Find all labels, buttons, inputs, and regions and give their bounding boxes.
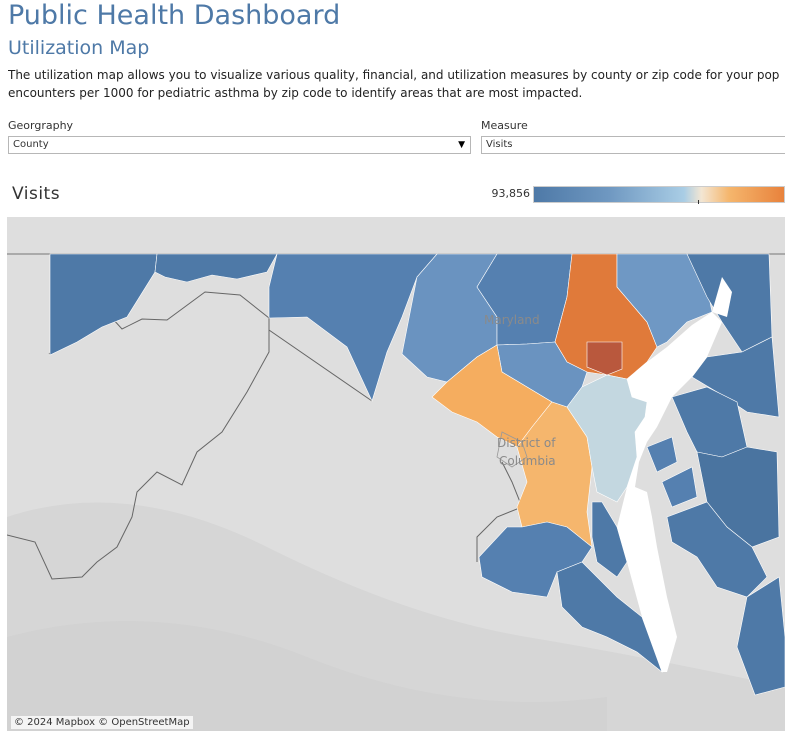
map-label-maryland: Maryland [484, 313, 540, 327]
utilization-map[interactable]: Maryland District of Columbia © 2024 Map… [7, 217, 785, 731]
sheet-title: Visits [12, 184, 61, 204]
legend-min-value: 93,856 [491, 187, 531, 200]
description-line-2: encounters per 1000 for pediatric asthma… [8, 86, 583, 100]
dropdown-arrow-icon: ▼ [458, 140, 465, 150]
county-region[interactable] [586, 341, 623, 376]
measure-filter-label: Measure [481, 119, 528, 132]
county-region[interactable] [478, 521, 593, 598]
dashboard-title: Public Health Dashboard [8, 0, 341, 31]
geography-selected-value: County [13, 139, 49, 150]
county-region[interactable] [591, 501, 628, 578]
terrain-shading [7, 621, 607, 731]
dc-boundary [496, 431, 528, 468]
map-label-district-of: District of [497, 436, 556, 450]
water-body [617, 312, 722, 672]
measure-dropdown[interactable]: Visits [481, 136, 785, 154]
dashboard-subtitle: Utilization Map [8, 37, 150, 59]
water-body [712, 277, 732, 317]
color-legend-bar [533, 186, 785, 203]
geography-filter-label: Georgraphy [8, 119, 74, 132]
state-boundary-line [7, 318, 270, 580]
dashboard-description: The utilization map allows you to visual… [8, 66, 785, 102]
county-region[interactable] [154, 253, 278, 283]
map-label-columbia: Columbia [499, 454, 556, 468]
geography-dropdown[interactable]: County ▼ [8, 136, 471, 154]
description-line-1: The utilization map allows you to visual… [8, 68, 780, 82]
county-region[interactable] [646, 436, 678, 473]
county-region[interactable] [666, 501, 768, 598]
county-region[interactable] [736, 576, 785, 696]
county-region[interactable] [661, 466, 698, 508]
map-canvas[interactable]: Maryland District of Columbia [7, 217, 785, 731]
measure-selected-value: Visits [486, 139, 513, 150]
map-attribution[interactable]: © 2024 Mapbox © OpenStreetMap [11, 716, 193, 729]
state-boundary-line [476, 461, 523, 562]
legend-marker [698, 200, 699, 204]
